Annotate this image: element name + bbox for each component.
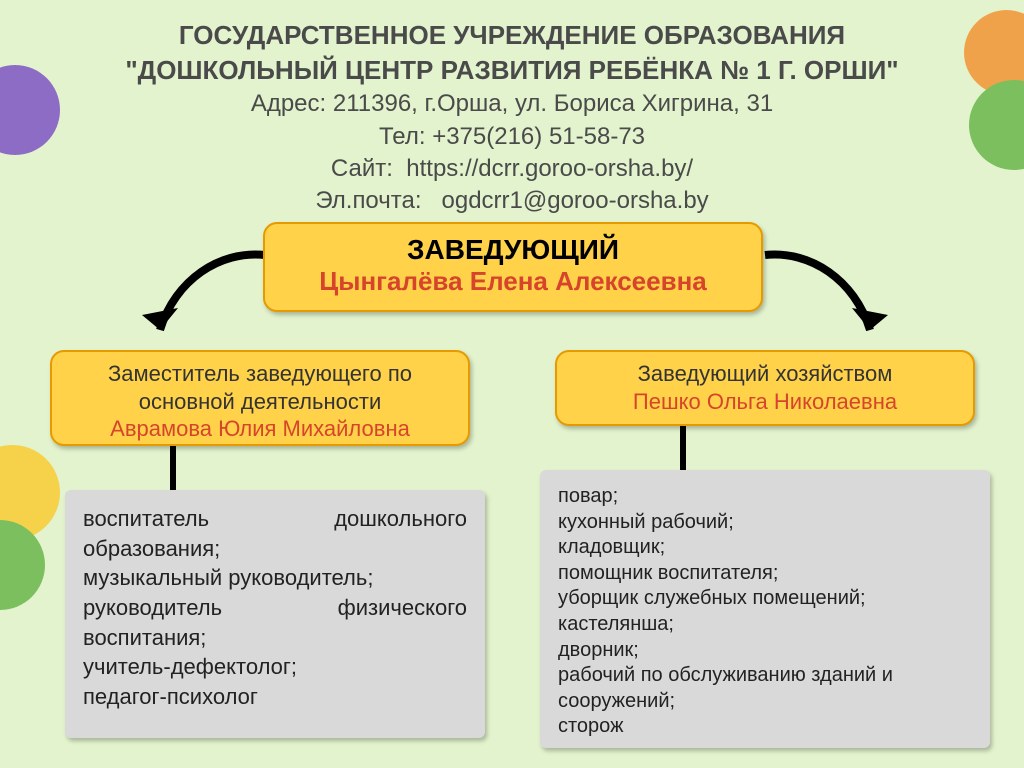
household-title: Заведующий хозяйством bbox=[569, 360, 961, 388]
head-title: ЗАВЕДУЮЩИЙ bbox=[265, 234, 761, 266]
deputy-box: Заместитель заведующего по основной деят… bbox=[50, 350, 470, 446]
site-line: Сайт: https://dcrr.goroo-orsha.by/ bbox=[0, 153, 1024, 185]
arrow-right bbox=[740, 230, 900, 370]
connector-left bbox=[170, 446, 176, 490]
phone-line: Тел: +375(216) 51-58-73 bbox=[0, 121, 1024, 153]
org-title-1: ГОСУДАРСТВЕННОЕ УЧРЕЖДЕНИЕ ОБРАЗОВАНИЯ bbox=[0, 18, 1024, 53]
staff-list-right: повар; кухонный рабочий; кладовщик; помо… bbox=[540, 470, 990, 748]
deputy-title: Заместитель заведующего по основной деят… bbox=[64, 360, 456, 415]
staff-list-left: воспитатель дошкольного образования; муз… bbox=[65, 490, 485, 738]
email-line: Эл.почта: ogdcrr1@goroo-orsha.by bbox=[0, 185, 1024, 217]
household-name: Пешко Ольга Николаевна bbox=[569, 388, 961, 416]
staff-list-right-text: повар; кухонный рабочий; кладовщик; помо… bbox=[558, 484, 972, 740]
connector-right bbox=[680, 426, 686, 470]
household-box: Заведующий хозяйством Пешко Ольга Никола… bbox=[555, 350, 975, 426]
header-block: ГОСУДАРСТВЕННОЕ УЧРЕЖДЕНИЕ ОБРАЗОВАНИЯ "… bbox=[0, 0, 1024, 218]
org-title-2: "ДОШКОЛЬНЫЙ ЦЕНТР РАЗВИТИЯ РЕБЁНКА № 1 Г… bbox=[0, 53, 1024, 88]
staff-list-left-text: воспитатель дошкольного образования; муз… bbox=[83, 504, 467, 712]
head-box: ЗАВЕДУЮЩИЙ Цынгалёва Елена Алексеевна bbox=[263, 222, 763, 312]
deputy-name: Аврамова Юлия Михайловна bbox=[64, 415, 456, 443]
head-name: Цынгалёва Елена Алексеевна bbox=[265, 266, 761, 297]
address-line: Адрес: 211396, г.Орша, ул. Бориса Хигрин… bbox=[0, 88, 1024, 120]
